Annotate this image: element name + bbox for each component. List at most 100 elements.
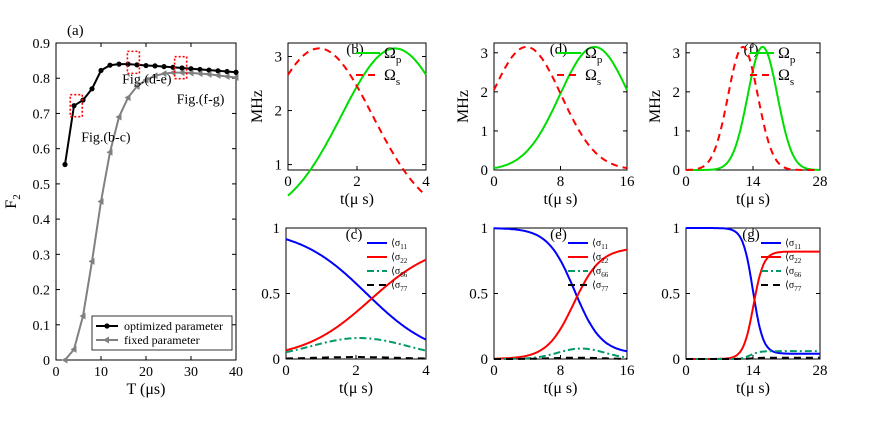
data-point xyxy=(89,86,95,92)
x-tick-label: 8 xyxy=(557,363,565,379)
panel-label: (b) xyxy=(346,42,364,58)
x-tick-label: 0 xyxy=(490,363,498,379)
y-tick-label: 3 xyxy=(275,50,283,66)
x-tick-label: 28 xyxy=(813,363,828,379)
data-point xyxy=(115,113,122,121)
data-point xyxy=(233,69,239,75)
highlight-box xyxy=(173,55,188,80)
data-point xyxy=(70,345,77,353)
series-line-2 xyxy=(285,337,427,354)
series-line-0 xyxy=(494,227,628,353)
series-line-3 xyxy=(494,356,627,360)
y-tick-label: 3 xyxy=(673,46,681,62)
data-point xyxy=(143,62,149,69)
panel-label: (d) xyxy=(550,42,568,58)
y-tick-label: 2 xyxy=(275,104,283,120)
y-tick-label: 0.8 xyxy=(33,72,51,87)
y-tick-label: 2 xyxy=(481,85,489,101)
y-tick-label: 0 xyxy=(673,352,681,368)
data-point xyxy=(88,257,95,265)
x-tick-label: 8 xyxy=(557,174,565,190)
data-point xyxy=(98,67,104,74)
x-tick-label: 14 xyxy=(746,363,762,379)
x-tick-label: 4 xyxy=(422,174,430,190)
legend-label: Ωs xyxy=(778,67,794,88)
highlight-box xyxy=(126,50,141,75)
data-point xyxy=(133,82,140,90)
x-axis-label: t(μ s) xyxy=(544,380,578,397)
data-point xyxy=(97,198,104,205)
legend-label: Ωp xyxy=(384,45,402,66)
annotation: Fig.(b-c) xyxy=(81,131,131,146)
series-line-1 xyxy=(686,46,820,171)
y-tick-label: 0.5 xyxy=(33,178,51,193)
data-point xyxy=(134,62,140,68)
series-line-1 xyxy=(285,258,427,352)
data-point xyxy=(179,65,185,71)
series-line-1 xyxy=(494,248,628,360)
data-point xyxy=(197,66,203,73)
legend-label: ⟨σ11 xyxy=(785,238,802,251)
panel-label: (e) xyxy=(550,227,567,243)
y-tick-label: 0.5 xyxy=(469,287,488,303)
y-tick-label: 1 xyxy=(273,221,281,237)
panel-c: 0 2 4 0 0.5 1 (c) t(μ s) ⟨σ11⟨σ22⟨σ66⟨σ77 xyxy=(261,221,430,397)
x-axis-label: t(μ s) xyxy=(340,191,374,208)
x-tick-label: 30 xyxy=(184,365,198,380)
data-point xyxy=(116,61,122,67)
y-tick-label: 3 xyxy=(481,46,489,62)
series-line-0 xyxy=(493,45,628,170)
y-axis-label: F2 xyxy=(3,194,23,208)
x-tick-label: 0 xyxy=(682,174,690,190)
data-point xyxy=(215,68,221,74)
legend-label: ⟨σ11 xyxy=(391,238,408,251)
legend-label: ⟨σ66 xyxy=(592,266,609,279)
data-point xyxy=(71,103,77,109)
x-tick-label: 20 xyxy=(139,365,153,380)
legend-marker xyxy=(104,323,110,329)
data-point xyxy=(188,66,194,72)
legend-label: ⟨σ66 xyxy=(391,266,408,279)
data-point xyxy=(196,70,203,78)
data-point xyxy=(151,72,158,80)
y-tick-label: 1 xyxy=(673,221,681,237)
data-point xyxy=(161,63,167,70)
data-point xyxy=(61,356,68,364)
data-point xyxy=(62,161,68,168)
data-point xyxy=(206,67,212,73)
y-tick-label: 1 xyxy=(275,158,283,174)
panel-g: 0 14 28 0 0.5 1 (g) t(μ s) ⟨σ11⟨σ22⟨σ66⟨σ77 xyxy=(661,221,827,397)
annotation: Fig.(d-e) xyxy=(122,73,172,88)
legend-marker xyxy=(103,336,109,344)
y-tick-label: 0.3 xyxy=(33,248,51,263)
legend-label: ⟨σ77 xyxy=(391,280,408,293)
data-point xyxy=(187,69,194,77)
x-tick-label: 16 xyxy=(620,174,636,190)
legend-label: Ωp xyxy=(778,45,796,66)
panel-label: (g) xyxy=(742,227,760,243)
y-tick-label: 1 xyxy=(481,124,489,140)
y-tick-label: 0.4 xyxy=(33,213,51,228)
axes-frame xyxy=(493,42,628,171)
annotation: Fig.(f-g) xyxy=(177,93,225,108)
x-tick-label: 4 xyxy=(422,363,430,379)
legend-label: ⟨σ22 xyxy=(785,252,802,265)
series-line-1 xyxy=(686,250,820,360)
y-tick-label: 2 xyxy=(673,85,681,101)
legend-label: ⟨σ22 xyxy=(592,252,609,265)
y-tick-label: 1 xyxy=(481,221,489,237)
y-tick-label: 0.9 xyxy=(33,37,51,52)
legend-label: ⟨σ11 xyxy=(592,238,609,251)
legend-box xyxy=(91,315,233,351)
data-point xyxy=(160,70,167,78)
panel-label: (a) xyxy=(67,23,84,39)
x-tick-label: 0 xyxy=(282,363,290,379)
x-tick-label: 28 xyxy=(813,174,828,190)
data-point xyxy=(124,94,131,102)
x-tick-label: 16 xyxy=(620,363,636,379)
x-axis-label: t(μ s) xyxy=(736,380,770,397)
data-point xyxy=(106,148,113,156)
x-tick-label: 0 xyxy=(284,174,292,190)
